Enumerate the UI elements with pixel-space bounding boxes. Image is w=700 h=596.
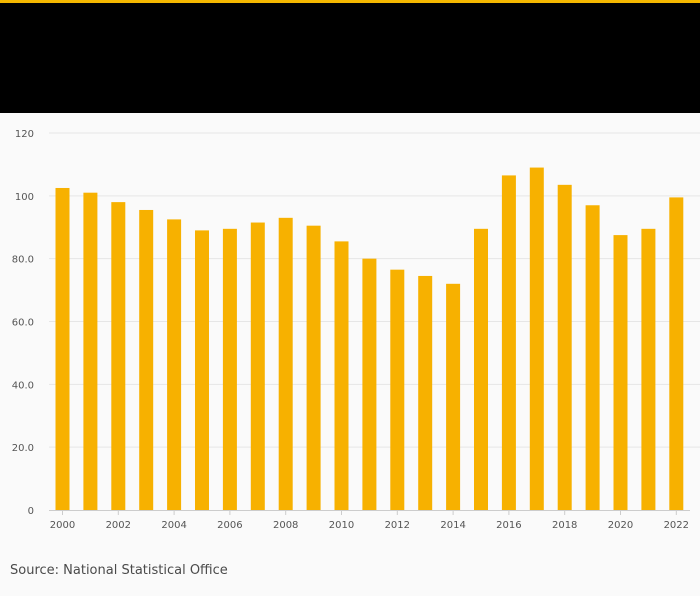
x-tick-label: 2010 bbox=[329, 520, 354, 531]
bar-2002 bbox=[111, 202, 126, 510]
bar-2006 bbox=[222, 228, 237, 510]
bar-2011 bbox=[362, 258, 377, 510]
y-axis-tick-labels: 0 20.0 40.0 60.0 80.0 100 120 bbox=[12, 129, 34, 517]
bar-2003 bbox=[139, 209, 154, 510]
y-tick-label: 60.0 bbox=[12, 318, 34, 329]
top-accent-bar bbox=[0, 0, 700, 3]
bar-2016 bbox=[501, 175, 516, 510]
x-axis: 2000 2002 2004 2006 2008 2010 2012 2014 2016 2018… bbox=[49, 510, 690, 531]
bar-2004 bbox=[167, 219, 182, 510]
bar-chart: 0 20.0 40.0 60.0 80.0 100 120 2000 2002 2004 2006… bbox=[12, 129, 700, 531]
bar-2021 bbox=[641, 228, 656, 510]
header-banner bbox=[0, 3, 700, 113]
bar-2008 bbox=[278, 217, 293, 510]
bar-2020 bbox=[613, 235, 628, 510]
bar-2014 bbox=[446, 283, 461, 510]
x-tick-label: 2006 bbox=[217, 520, 242, 531]
bars bbox=[55, 167, 684, 511]
bar-2005 bbox=[195, 230, 209, 510]
bar-2010 bbox=[334, 241, 349, 510]
x-tick-label: 2014 bbox=[440, 520, 465, 531]
bar-2012 bbox=[390, 269, 405, 510]
source-note: Source: National Statistical Office bbox=[10, 563, 228, 578]
bar-2000 bbox=[55, 187, 70, 510]
bar-2013 bbox=[418, 275, 433, 510]
bar-2007 bbox=[250, 222, 265, 510]
x-tick-label: 2018 bbox=[552, 520, 577, 531]
bar-2022 bbox=[669, 197, 684, 510]
y-tick-label: 0 bbox=[28, 506, 34, 517]
bar-2019 bbox=[585, 205, 600, 510]
x-tick-label: 2002 bbox=[106, 520, 131, 531]
bar-2017 bbox=[529, 167, 544, 510]
bar-2015 bbox=[474, 228, 488, 510]
x-tick-label: 2008 bbox=[273, 520, 298, 531]
x-tick-label: 2012 bbox=[385, 520, 410, 531]
bar-2001 bbox=[83, 192, 98, 511]
x-tick-label: 2016 bbox=[496, 520, 521, 531]
y-tick-label: 120 bbox=[15, 129, 34, 140]
x-tick-label: 2004 bbox=[161, 520, 186, 531]
y-tick-label: 20.0 bbox=[12, 443, 34, 454]
y-tick-label: 40.0 bbox=[12, 380, 34, 391]
x-tick-label: 2000 bbox=[50, 520, 75, 531]
x-tick-label: 2022 bbox=[664, 520, 689, 531]
bar-2009 bbox=[306, 225, 321, 510]
bar-2018 bbox=[557, 184, 572, 510]
y-tick-label: 100 bbox=[15, 192, 34, 203]
x-tick-label: 2020 bbox=[608, 520, 633, 531]
y-tick-label: 80.0 bbox=[12, 255, 34, 266]
